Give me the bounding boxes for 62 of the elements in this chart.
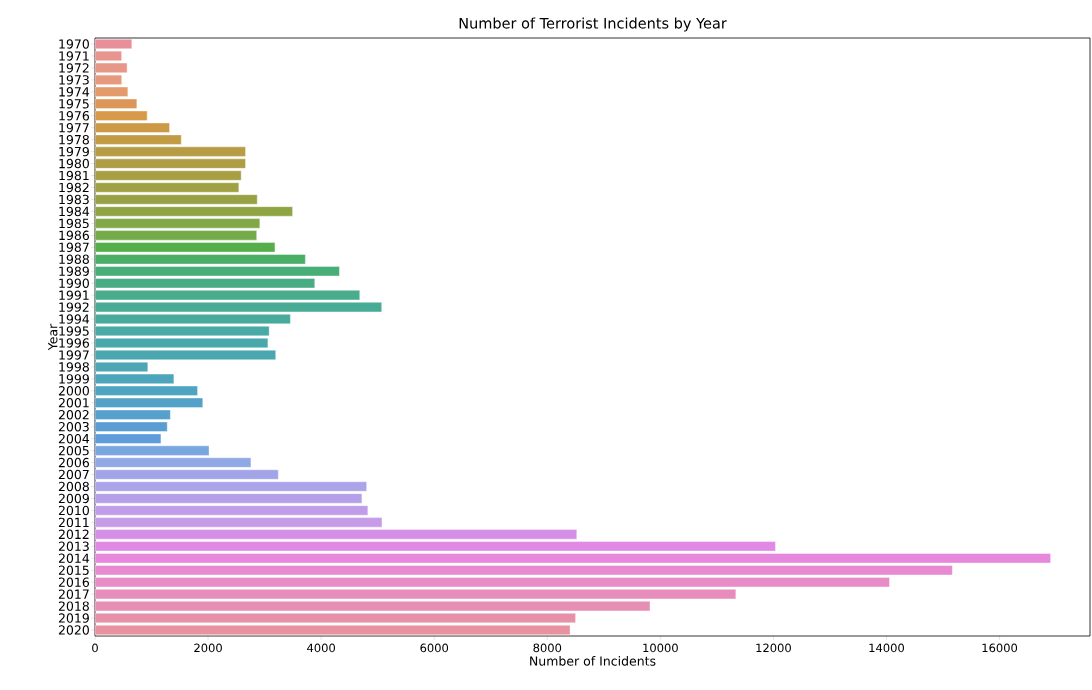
y-tick-label: 1999 [59, 374, 89, 384]
x-tick-label: 10000 [643, 643, 678, 653]
y-tick-label: 1991 [59, 290, 89, 300]
y-tick-label: 2014 [58, 553, 90, 563]
x-tick-label: 16000 [982, 643, 1018, 653]
y-tick-label: 1983 [59, 194, 89, 205]
y-tick-label: 1986 [59, 230, 90, 241]
y-tick-label: 1987 [59, 242, 89, 253]
y-tick-label: 1998 [59, 362, 89, 372]
y-tick-label: 1997 [59, 350, 89, 360]
y-tick-label: 1974 [59, 87, 90, 97]
y-tick-label: 1992 [59, 302, 89, 312]
y-tick-label: 1981 [59, 170, 89, 181]
y-tick-label: 2019 [58, 613, 89, 623]
chart-title: Number of Terrorist Incidents by Year [459, 17, 727, 32]
x-tick-label: 14000 [869, 643, 904, 653]
y-tick-label: 2008 [58, 481, 89, 492]
y-tick-label: 2010 [58, 505, 89, 516]
y-tick-label: 2004 [58, 433, 90, 444]
y-tick-label: 2020 [58, 625, 89, 635]
y-tick-label: 1984 [59, 206, 90, 217]
y-tick-label: 2011 [58, 517, 89, 528]
x-axis-title: Number of Incidents [530, 656, 656, 666]
y-tick-label: 1980 [59, 158, 89, 169]
x-tick-label: 8000 [533, 643, 562, 653]
x-tick-label: 6000 [420, 643, 449, 653]
y-tick-label: 1996 [59, 338, 90, 348]
y-tick-label: 2013 [58, 541, 89, 552]
y-tick-label: 2016 [58, 577, 90, 587]
y-tick-label: 2003 [58, 421, 89, 432]
y-tick-label: 2001 [58, 398, 89, 408]
y-tick-label: 1995 [59, 326, 89, 336]
y-tick-label: 1975 [59, 99, 89, 109]
y-tick-label: 1971 [59, 51, 89, 61]
y-tick-label: 1989 [59, 266, 89, 276]
y-tick-label: 1977 [59, 122, 89, 133]
y-tick-label: 1988 [59, 254, 89, 264]
y-tick-label: 2017 [58, 589, 89, 599]
y-axis-title: Year [48, 323, 58, 351]
x-tick-label: 2000 [194, 643, 222, 653]
y-tick-label: 2005 [58, 445, 89, 456]
y-tick-label: 1994 [59, 314, 90, 324]
y-tick-label: 2007 [58, 469, 89, 480]
x-tick-label: 12000 [756, 643, 791, 653]
y-tick-label: 1970 [59, 39, 89, 49]
y-tick-label: 2002 [58, 410, 89, 420]
y-tick-label: 1978 [59, 134, 89, 145]
y-tick-label: 1972 [59, 63, 89, 73]
x-tick-label: 0 [92, 643, 98, 653]
y-tick-label: 1976 [59, 111, 90, 121]
x-tick-label: 4000 [307, 643, 335, 653]
y-tick-label: 2012 [58, 529, 89, 540]
y-tick-label: 1979 [59, 146, 89, 157]
y-tick-label: 2015 [58, 565, 89, 575]
y-tick-label: 1990 [59, 278, 89, 288]
y-tick-label: 2018 [58, 601, 89, 611]
y-tick-label: 2000 [58, 386, 89, 396]
y-tick-label: 2006 [58, 457, 90, 468]
y-tick-label: 2009 [58, 493, 89, 504]
y-tick-label: 1982 [59, 182, 89, 193]
y-tick-label: 1973 [59, 75, 89, 85]
y-tick-label: 1985 [59, 218, 89, 229]
